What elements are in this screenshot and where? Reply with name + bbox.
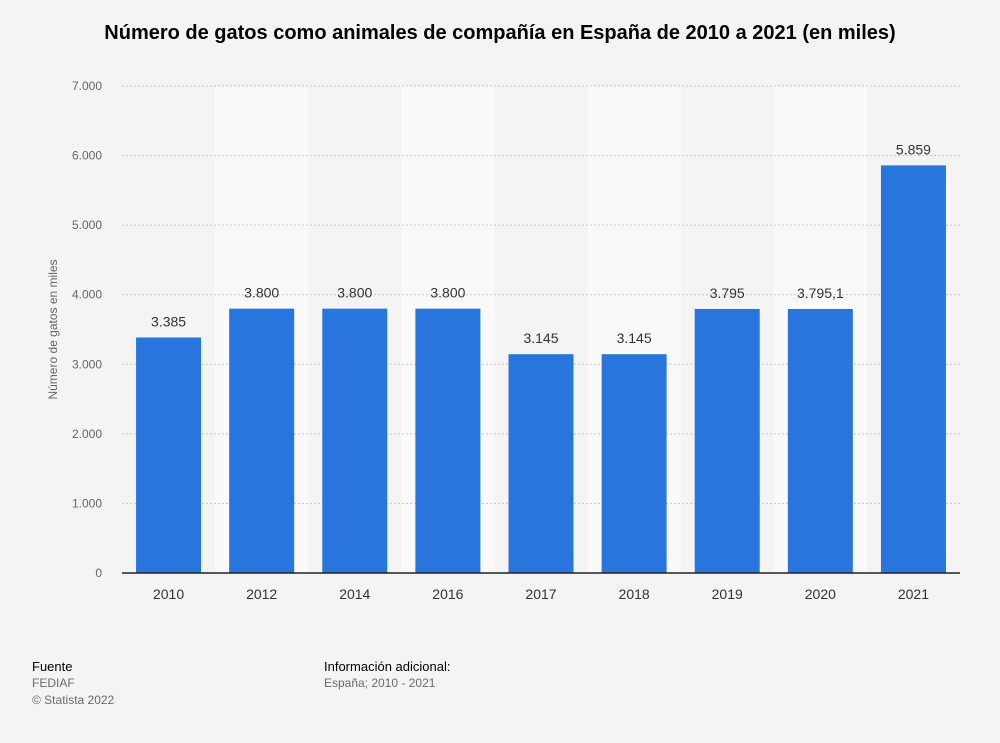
y-tick-label: 6.000 — [72, 149, 102, 163]
bar[interactable] — [508, 354, 574, 573]
x-tick-label: 2014 — [339, 586, 370, 602]
data-label: 3.385 — [151, 314, 186, 330]
data-label: 3.145 — [617, 330, 652, 346]
source-name: FEDIAF — [32, 676, 75, 690]
source-heading: Fuente — [32, 659, 73, 674]
bar[interactable] — [136, 337, 202, 573]
info-text: España; 2010 - 2021 — [324, 676, 436, 690]
copyright: © Statista 2022 — [32, 693, 115, 707]
y-axis-label: Número de gatos en miles — [46, 259, 60, 399]
info-block: Información adicional: España; 2010 - 20… — [324, 658, 450, 692]
data-label: 3.800 — [244, 285, 279, 301]
source-block: Fuente FEDIAF © Statista 2022 — [32, 658, 114, 709]
bar[interactable] — [880, 165, 946, 574]
chart-title: Número de gatos como animales de compañí… — [104, 22, 896, 44]
y-tick-label: 2.000 — [72, 427, 102, 441]
bar[interactable] — [415, 308, 481, 573]
y-tick-label: 5.000 — [72, 218, 102, 232]
data-label: 3.800 — [430, 285, 465, 301]
y-tick-label: 7.000 — [72, 79, 102, 93]
info-heading: Información adicional: — [324, 659, 451, 674]
x-tick-label: 2012 — [246, 586, 277, 602]
y-tick-label: 0 — [95, 566, 102, 580]
x-tick-label: 2010 — [153, 586, 184, 602]
data-label: 3.795,1 — [797, 285, 844, 301]
data-label: 3.800 — [337, 285, 372, 301]
bar[interactable] — [601, 354, 667, 573]
x-tick-label: 2020 — [805, 586, 836, 602]
x-tick-label: 2018 — [619, 586, 650, 602]
data-label: 5.859 — [896, 141, 931, 157]
y-tick-label: 1.000 — [72, 496, 102, 510]
x-tick-label: 2019 — [712, 586, 743, 602]
y-tick-label: 3.000 — [72, 357, 102, 371]
bar[interactable] — [694, 308, 760, 573]
bar[interactable] — [322, 308, 388, 573]
x-tick-label: 2021 — [898, 586, 929, 602]
bar-chart: 0 1.000 2.000 3.000 4.000 5.000 6.000 7.000 Núme… — [46, 79, 960, 602]
bar[interactable] — [229, 308, 295, 573]
y-tick-label: 4.000 — [72, 288, 102, 302]
x-tick-label: 2017 — [525, 586, 556, 602]
bar[interactable] — [787, 308, 853, 573]
data-label: 3.145 — [523, 330, 558, 346]
data-label: 3.795 — [710, 285, 745, 301]
x-tick-label: 2016 — [432, 586, 463, 602]
